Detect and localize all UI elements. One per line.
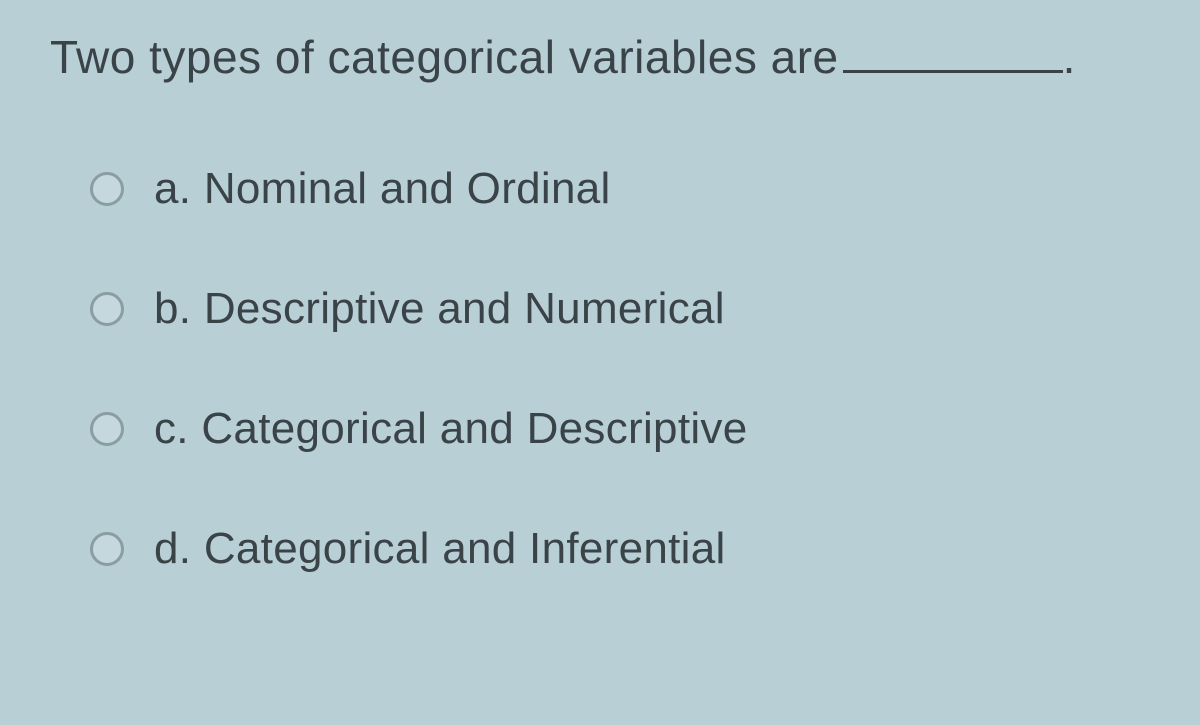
option-label: a. Nominal and Ordinal (154, 164, 611, 214)
radio-icon[interactable] (90, 172, 124, 206)
options-list: a. Nominal and Ordinal b. Descriptive an… (50, 164, 1150, 574)
option-c[interactable]: c. Categorical and Descriptive (90, 404, 1150, 454)
question-text-after: . (1063, 31, 1076, 83)
option-letter: b. (154, 284, 191, 333)
option-d[interactable]: d. Categorical and Inferential (90, 524, 1150, 574)
option-text: Categorical and Descriptive (201, 404, 747, 453)
fill-in-blank-line (843, 70, 1063, 73)
option-letter: c. (154, 404, 189, 453)
option-label: d. Categorical and Inferential (154, 524, 726, 574)
radio-icon[interactable] (90, 412, 124, 446)
option-b[interactable]: b. Descriptive and Numerical (90, 284, 1150, 334)
option-a[interactable]: a. Nominal and Ordinal (90, 164, 1150, 214)
option-text: Categorical and Inferential (204, 524, 726, 573)
option-letter: d. (154, 524, 191, 573)
question-prompt: Two types of categorical variables are. (50, 30, 1150, 84)
option-text: Descriptive and Numerical (204, 284, 725, 333)
question-text-before: Two types of categorical variables are (50, 31, 839, 83)
option-letter: a. (154, 164, 191, 213)
option-text: Nominal and Ordinal (204, 164, 611, 213)
option-label: c. Categorical and Descriptive (154, 404, 748, 454)
radio-icon[interactable] (90, 532, 124, 566)
radio-icon[interactable] (90, 292, 124, 326)
option-label: b. Descriptive and Numerical (154, 284, 725, 334)
